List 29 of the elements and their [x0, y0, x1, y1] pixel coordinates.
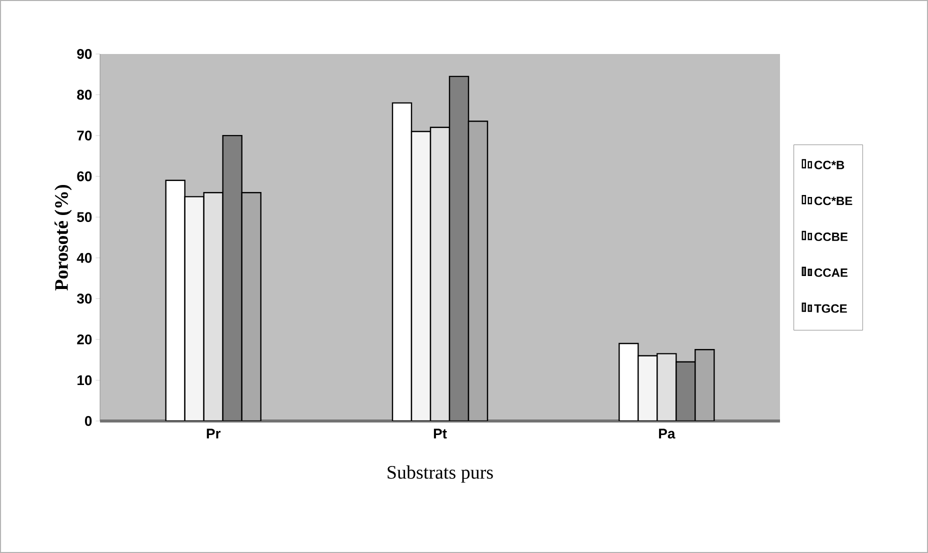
- legend-label: CCAE: [814, 268, 848, 277]
- y-tick-label: 80: [77, 90, 92, 100]
- bar: [203, 192, 224, 421]
- legend-label: CC*BE: [814, 196, 852, 206]
- y-tick-label: 90: [77, 49, 92, 59]
- y-tick-label: 30: [76, 294, 92, 304]
- bar: [222, 134, 242, 421]
- y-tick-label: 40: [76, 252, 92, 263]
- y-tick-label: 10: [78, 375, 92, 386]
- bar: [694, 349, 715, 421]
- legend-label: CCBE: [814, 232, 848, 242]
- bar: [430, 126, 450, 421]
- bar: [448, 76, 470, 421]
- y-tick-label: 50: [77, 212, 92, 222]
- bar: [468, 120, 488, 421]
- x-axis-title: Substrats purs: [388, 465, 493, 483]
- x-tick-label: Pt: [434, 428, 447, 439]
- bar: [656, 353, 677, 421]
- x-tick-label: Pa: [659, 428, 676, 439]
- bar: [241, 192, 262, 421]
- bar: [676, 361, 696, 421]
- legend-label: TGCE: [814, 304, 847, 313]
- y-axis-title: Porosoté (%): [54, 184, 72, 291]
- y-tick-label: 70: [77, 130, 92, 141]
- y-tick-label: 0: [84, 416, 92, 426]
- y-tick-label: 60: [77, 171, 92, 182]
- x-tick-label: Pr: [206, 428, 221, 438]
- y-tick-label: 20: [77, 334, 92, 344]
- legend-label: CC*B: [814, 160, 844, 170]
